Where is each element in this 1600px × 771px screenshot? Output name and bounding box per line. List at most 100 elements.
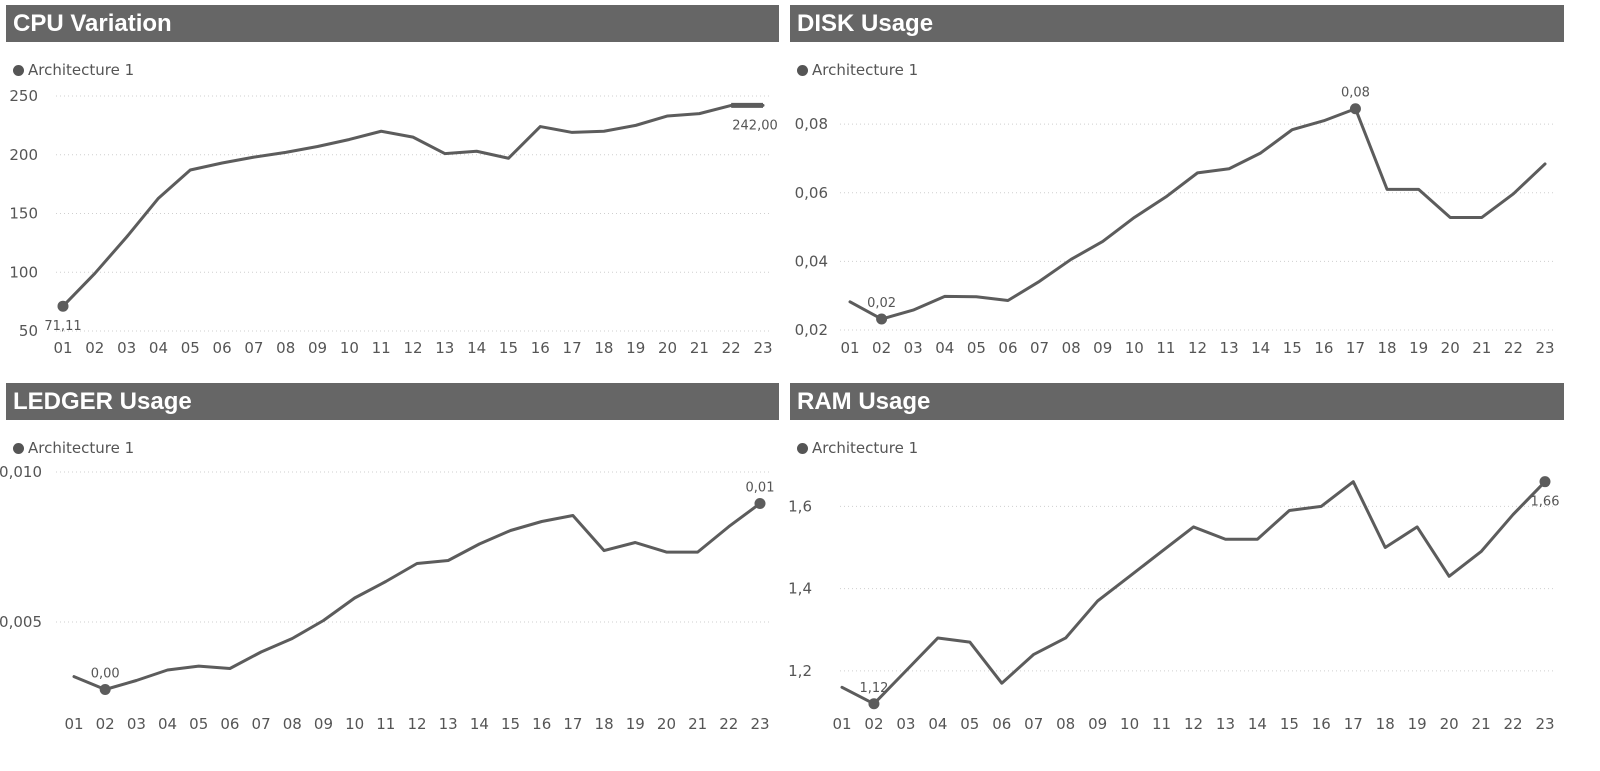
x-tick-label: 14 xyxy=(1248,715,1267,733)
x-tick-label: 11 xyxy=(372,339,391,357)
y-tick-label: 100 xyxy=(9,263,38,281)
series-line[interactable] xyxy=(72,502,762,691)
x-tick-label: 13 xyxy=(439,715,458,733)
x-tick-label: 21 xyxy=(1472,339,1491,357)
x-tick-label: 20 xyxy=(1441,339,1460,357)
y-tick-label: 0,010 xyxy=(0,463,42,481)
y-tick-label: 200 xyxy=(9,146,38,164)
chart-legend[interactable]: Architecture 1 xyxy=(797,61,918,79)
x-tick-label: 06 xyxy=(220,715,239,733)
legend-label: Architecture 1 xyxy=(812,439,919,457)
series-line[interactable] xyxy=(61,103,765,308)
series-line[interactable] xyxy=(848,107,1547,321)
x-tick-label: 21 xyxy=(688,715,707,733)
disk-usage-panel: DISK Usage Architecture 1 0,02 0,04 0,06 0,… xyxy=(790,5,1564,370)
cpu-line-chart[interactable]: 50 100 150 200 250 01 02 03 04 05 06 07 08 09 10 11 12 13… xyxy=(6,5,779,370)
x-tick-label: 09 xyxy=(308,339,327,357)
x-tick-label: 13 xyxy=(435,339,454,357)
x-tick-label: 07 xyxy=(1030,339,1049,357)
x-tick-label: 14 xyxy=(1251,339,1270,357)
x-tick-label: 10 xyxy=(1125,339,1144,357)
x-tick-label: 23 xyxy=(750,715,769,733)
x-tick-label: 08 xyxy=(1062,339,1081,357)
ram-line-chart[interactable]: 1,2 1,4 1,6 01 02 03 04 05 06 07 08 09 10 11 12 13 14 15 1… xyxy=(788,383,1564,768)
panel-title: RAM Usage xyxy=(790,383,1564,420)
data-point-marker[interactable] xyxy=(754,498,766,509)
y-tick-label: 150 xyxy=(9,205,38,223)
data-label: 242,00 xyxy=(732,118,778,133)
x-tick-label: 17 xyxy=(1344,715,1363,733)
x-tick-label: 16 xyxy=(532,715,551,733)
x-tick-label: 17 xyxy=(563,715,582,733)
x-tick-label: 10 xyxy=(345,715,364,733)
x-tick-label: 22 xyxy=(1503,715,1522,733)
x-tick-label: 12 xyxy=(407,715,426,733)
chart-legend[interactable]: Architecture 1 xyxy=(797,439,918,457)
data-label: 0,00 xyxy=(91,667,120,682)
x-tick-label: 15 xyxy=(1280,715,1299,733)
x-tick-label: 02 xyxy=(85,339,104,357)
x-tick-label: 08 xyxy=(1056,715,1075,733)
x-tick-label: 19 xyxy=(1409,339,1428,357)
chart-legend[interactable]: Architecture 1 xyxy=(13,61,134,79)
x-tick-label: 23 xyxy=(1535,339,1554,357)
x-tick-label: 11 xyxy=(1152,715,1171,733)
x-tick-label: 07 xyxy=(252,715,271,733)
x-tick-label: 14 xyxy=(470,715,489,733)
x-tick-label: 01 xyxy=(832,715,851,733)
x-tick-label: 21 xyxy=(1472,715,1491,733)
disk-line-chart[interactable]: 0,02 0,04 0,06 0,08 01 02 03 04 05 06 07 08 09 10 11 12… xyxy=(790,5,1564,370)
x-tick-label: 19 xyxy=(626,715,645,733)
y-tick-label: 0,005 xyxy=(0,613,42,631)
x-tick-label: 04 xyxy=(928,715,947,733)
x-tick-label: 04 xyxy=(935,339,954,357)
x-tick-label: 10 xyxy=(1120,715,1139,733)
x-tick-label: 16 xyxy=(1314,339,1333,357)
series-line[interactable] xyxy=(840,480,1547,706)
legend-marker-icon xyxy=(13,64,24,76)
x-tick-label: 23 xyxy=(1535,715,1554,733)
x-tick-label: 15 xyxy=(501,715,520,733)
x-tick-label: 19 xyxy=(626,339,645,357)
x-tick-label: 10 xyxy=(340,339,359,357)
x-tick-label: 11 xyxy=(376,715,395,733)
y-tick-label: 0,06 xyxy=(795,184,828,202)
legend-marker-icon xyxy=(13,442,24,454)
x-tick-label: 12 xyxy=(1184,715,1203,733)
data-label: 1,12 xyxy=(859,681,888,696)
y-tick-label: 1,4 xyxy=(788,580,812,598)
x-tick-label: 01 xyxy=(64,715,83,733)
x-tick-label: 06 xyxy=(992,715,1011,733)
x-tick-label: 21 xyxy=(690,339,709,357)
chart-legend[interactable]: Architecture 1 xyxy=(13,439,134,457)
data-label: 0,08 xyxy=(1341,86,1370,101)
x-tick-label: 17 xyxy=(1346,339,1365,357)
legend-label: Architecture 1 xyxy=(28,61,135,79)
x-tick-label: 18 xyxy=(594,339,613,357)
data-point-marker[interactable] xyxy=(99,684,111,695)
x-tick-label: 09 xyxy=(1088,715,1107,733)
x-tick-label: 19 xyxy=(1408,715,1427,733)
x-tick-label: 22 xyxy=(722,339,741,357)
x-tick-label: 02 xyxy=(864,715,883,733)
data-point-marker[interactable] xyxy=(868,698,880,710)
x-tick-label: 12 xyxy=(1188,339,1207,357)
x-tick-label: 15 xyxy=(499,339,518,357)
x-tick-label: 06 xyxy=(998,339,1017,357)
y-tick-label: 0,08 xyxy=(795,115,828,133)
x-tick-label: 13 xyxy=(1216,715,1235,733)
x-tick-label: 01 xyxy=(53,339,72,357)
data-point-marker[interactable] xyxy=(1349,103,1361,115)
x-tick-label: 14 xyxy=(467,339,486,357)
x-tick-label: 16 xyxy=(1312,715,1331,733)
data-point-marker[interactable] xyxy=(876,313,888,325)
ledger-usage-panel: LEDGER Usage Architecture 1 0,005 0,010 01… xyxy=(0,383,779,768)
ledger-line-chart[interactable]: 0,005 0,010 01 02 03 04 05 06 07 08 09 10 11 12 13 14 15… xyxy=(0,383,779,768)
x-tick-label: 05 xyxy=(960,715,979,733)
x-tick-label: 04 xyxy=(158,715,177,733)
data-point-marker[interactable] xyxy=(1539,476,1551,488)
x-tick-label: 08 xyxy=(276,339,295,357)
data-label: 1,66 xyxy=(1531,495,1560,510)
legend-marker-icon xyxy=(797,442,808,454)
data-point-marker[interactable] xyxy=(57,300,69,312)
